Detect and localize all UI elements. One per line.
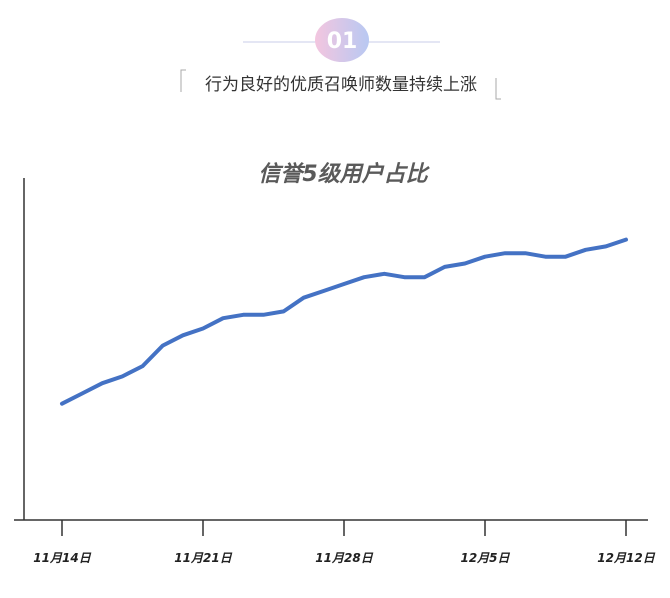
x-tick-label: 12月12日 bbox=[597, 551, 655, 565]
header-brackets bbox=[180, 69, 501, 100]
header-badge bbox=[315, 18, 369, 62]
header-number: 01 bbox=[327, 29, 358, 54]
x-tick-label: 11月28日 bbox=[315, 551, 373, 565]
header-title: 行为良好的优质召唤师数量持续上涨 bbox=[205, 75, 477, 95]
line bbox=[60, 237, 628, 406]
x-tick-label: 12月5日 bbox=[460, 551, 510, 565]
x-tick-label: 11月21日 bbox=[174, 551, 232, 565]
chart-title: 信誉5级用户占比 bbox=[258, 161, 430, 187]
x-tick-label: 11月14日 bbox=[33, 551, 91, 565]
